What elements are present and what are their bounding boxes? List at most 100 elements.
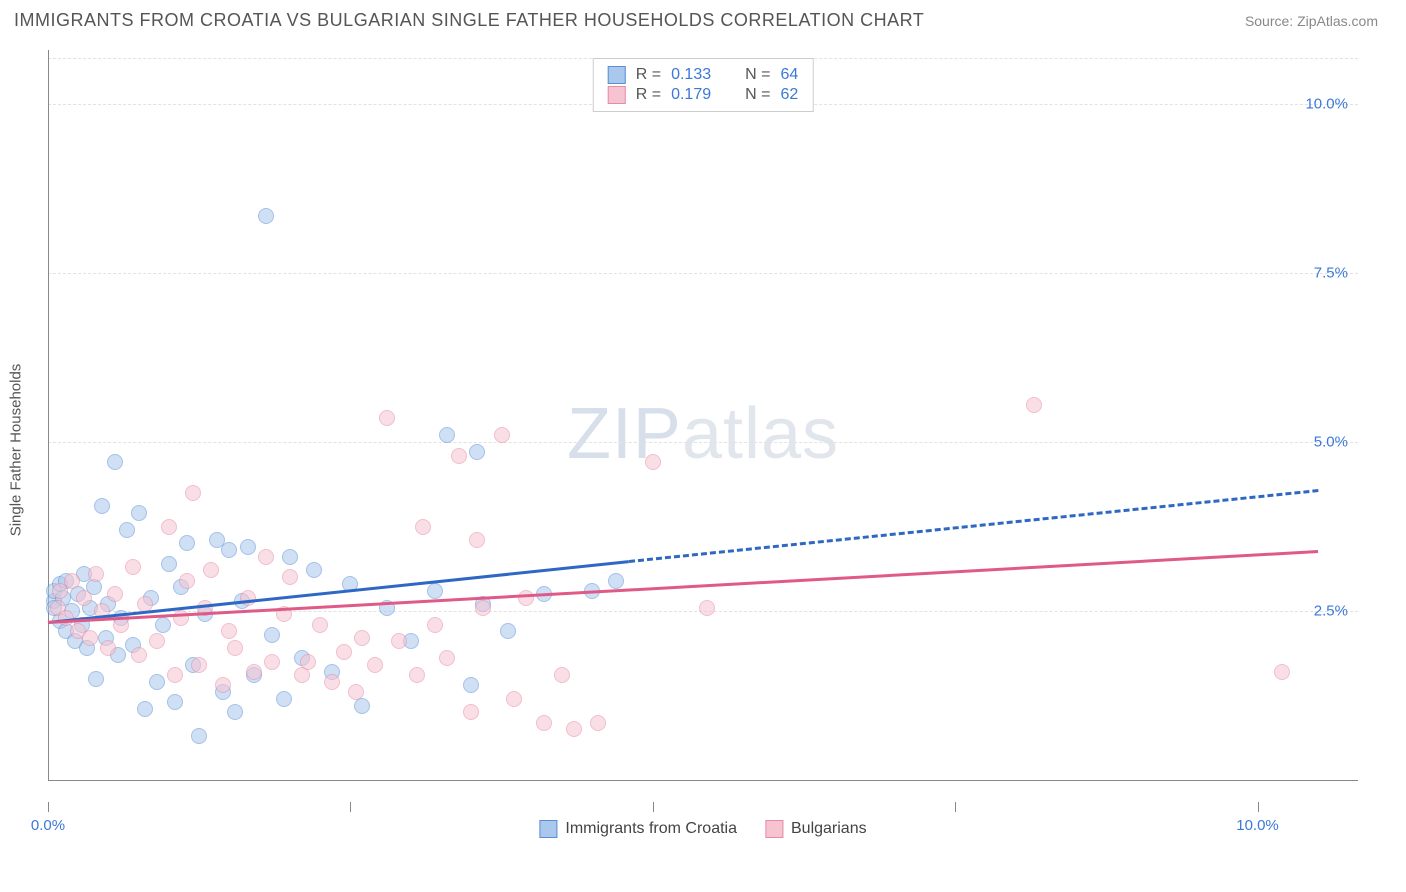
scatter-point (258, 208, 274, 224)
y-tick-label: 2.5% (1314, 603, 1348, 620)
scatter-point (475, 600, 491, 616)
scatter-point (312, 617, 328, 633)
scatter-point (149, 633, 165, 649)
n-label: N = (745, 66, 770, 84)
scatter-point (439, 427, 455, 443)
scatter-point (264, 627, 280, 643)
scatter-point (88, 671, 104, 687)
legend-swatch (765, 820, 783, 838)
scatter-point (185, 485, 201, 501)
scatter-point (608, 573, 624, 589)
y-tick-label: 5.0% (1314, 434, 1348, 451)
legend-label: Bulgarians (791, 820, 867, 838)
scatter-point (282, 569, 298, 585)
scatter-point (500, 623, 516, 639)
scatter-point (221, 623, 237, 639)
scatter-plot: ZIPatlas 2.5%5.0%7.5%10.0%0.0%10.0%R =0.… (48, 50, 1358, 850)
scatter-point (354, 630, 370, 646)
scatter-point (161, 556, 177, 572)
x-tick (350, 802, 351, 812)
scatter-point (155, 617, 171, 633)
scatter-point (645, 454, 661, 470)
scatter-point (367, 657, 383, 673)
scatter-point (264, 654, 280, 670)
scatter-point (107, 454, 123, 470)
source-prefix: Source: (1245, 13, 1297, 29)
chart-area: Single Father Households ZIPatlas 2.5%5.… (48, 50, 1358, 850)
r-value: 0.179 (671, 86, 711, 104)
scatter-point (76, 590, 92, 606)
legend-label: Immigrants from Croatia (565, 820, 737, 838)
x-tick (653, 802, 654, 812)
legend-swatch (608, 86, 626, 104)
scatter-point (149, 674, 165, 690)
scatter-point (494, 427, 510, 443)
scatter-point (554, 667, 570, 683)
scatter-point (506, 691, 522, 707)
scatter-point (167, 694, 183, 710)
chart-title: IMMIGRANTS FROM CROATIA VS BULGARIAN SIN… (14, 10, 924, 31)
scatter-point (94, 498, 110, 514)
scatter-point (590, 715, 606, 731)
y-tick-label: 10.0% (1305, 96, 1348, 113)
scatter-point (258, 549, 274, 565)
scatter-point (221, 542, 237, 558)
scatter-point (324, 674, 340, 690)
scatter-point (227, 640, 243, 656)
n-value: 62 (780, 86, 798, 104)
scatter-point (536, 715, 552, 731)
source-attribution: Source: ZipAtlas.com (1245, 13, 1378, 29)
scatter-point (107, 586, 123, 602)
gridline (48, 273, 1358, 274)
scatter-point (88, 566, 104, 582)
scatter-point (64, 573, 80, 589)
r-label: R = (636, 86, 661, 104)
scatter-point (427, 617, 443, 633)
legend-item: Immigrants from Croatia (539, 820, 737, 838)
scatter-point (125, 559, 141, 575)
scatter-point (137, 701, 153, 717)
scatter-point (227, 704, 243, 720)
x-tick-label: 0.0% (31, 817, 65, 834)
scatter-point (415, 519, 431, 535)
scatter-point (240, 539, 256, 555)
scatter-point (131, 505, 147, 521)
scatter-point (699, 600, 715, 616)
legend-swatch (539, 820, 557, 838)
y-axis (48, 50, 49, 780)
scatter-point (1274, 664, 1290, 680)
y-axis-label: Single Father Households (8, 364, 25, 537)
scatter-point (191, 657, 207, 673)
scatter-point (300, 654, 316, 670)
x-tick (48, 802, 49, 812)
scatter-point (469, 444, 485, 460)
scatter-point (173, 610, 189, 626)
trendline (48, 550, 1318, 624)
y-tick-label: 7.5% (1314, 265, 1348, 282)
legend-swatch (608, 66, 626, 84)
stats-legend: R =0.133N =64R =0.179N =62 (593, 58, 814, 112)
scatter-point (179, 535, 195, 551)
scatter-point (119, 522, 135, 538)
scatter-point (451, 448, 467, 464)
scatter-point (191, 728, 207, 744)
watermark: ZIPatlas (567, 393, 839, 475)
r-label: R = (636, 66, 661, 84)
chart-header: IMMIGRANTS FROM CROATIA VS BULGARIAN SIN… (0, 0, 1406, 37)
scatter-point (463, 677, 479, 693)
scatter-point (1026, 397, 1042, 413)
scatter-point (439, 650, 455, 666)
scatter-point (82, 630, 98, 646)
gridline (48, 442, 1358, 443)
r-value: 0.133 (671, 66, 711, 84)
scatter-point (276, 691, 292, 707)
scatter-point (100, 640, 116, 656)
scatter-point (306, 562, 322, 578)
scatter-point (379, 410, 395, 426)
trendline-extrapolated (628, 489, 1318, 563)
x-tick (955, 802, 956, 812)
scatter-point (463, 704, 479, 720)
scatter-point (161, 519, 177, 535)
scatter-point (203, 562, 219, 578)
scatter-point (566, 721, 582, 737)
